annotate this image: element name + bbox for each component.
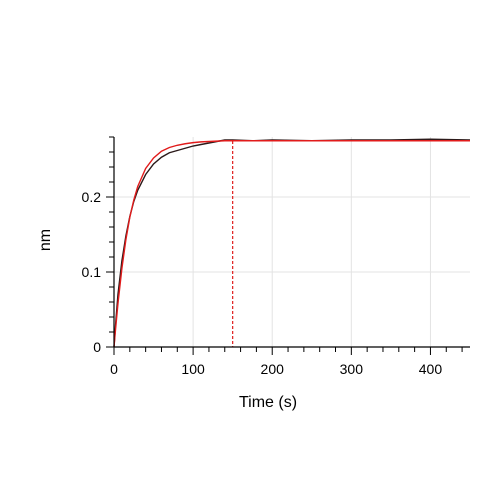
- axes: [106, 136, 470, 355]
- x-axis-label: Time (s): [239, 394, 297, 411]
- x-tick-label: 100: [181, 361, 205, 377]
- measured-data-line: [113, 138, 471, 348]
- grid-lines: [114, 137, 470, 347]
- y-tick-label: 0: [93, 339, 101, 355]
- series-lines: [113, 138, 471, 348]
- y-axis-label: nm: [37, 229, 54, 251]
- x-tick-label: 300: [340, 361, 364, 377]
- fitted-curve-line: [113, 140, 470, 348]
- tick-labels: 0 100 200 300 400 0 0.1 0.2: [82, 189, 443, 377]
- x-tick-label: 400: [419, 361, 443, 377]
- x-tick-label: 0: [110, 361, 118, 377]
- x-tick-label: 200: [261, 361, 285, 377]
- y-tick-label: 0.2: [82, 189, 102, 205]
- y-tick-label: 0.1: [82, 264, 102, 280]
